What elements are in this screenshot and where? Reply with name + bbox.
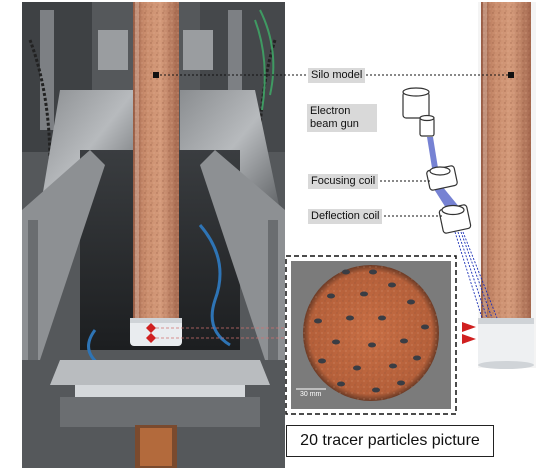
arrow-lower-icon xyxy=(462,334,476,344)
deflection-coil-label: Deflection coil xyxy=(308,209,383,224)
beam-schematic xyxy=(402,87,498,344)
arrow-upper-icon xyxy=(462,322,476,332)
silo-closeup-photo xyxy=(478,2,536,369)
tracer-inset xyxy=(285,255,457,415)
leader-lines xyxy=(153,72,514,217)
tracer-particles xyxy=(314,269,429,393)
silo-point-right xyxy=(508,72,514,78)
electron-gun-label: Electron beam gun xyxy=(307,104,377,132)
scale-bar-label: 30 mm xyxy=(300,391,322,398)
electron-gun-icon xyxy=(402,87,435,137)
deflection-coil-icon xyxy=(438,204,472,234)
inset-caption: 20 tracer particles picture xyxy=(286,425,494,457)
marker-upper xyxy=(146,323,156,333)
rig-photo xyxy=(22,2,286,468)
focusing-coil-label: Focusing coil xyxy=(308,174,379,189)
focusing-coil-icon xyxy=(426,165,458,191)
marker-lower xyxy=(146,333,156,343)
silo-model-label: Silo model xyxy=(308,68,366,83)
silo-point-left xyxy=(153,72,159,78)
